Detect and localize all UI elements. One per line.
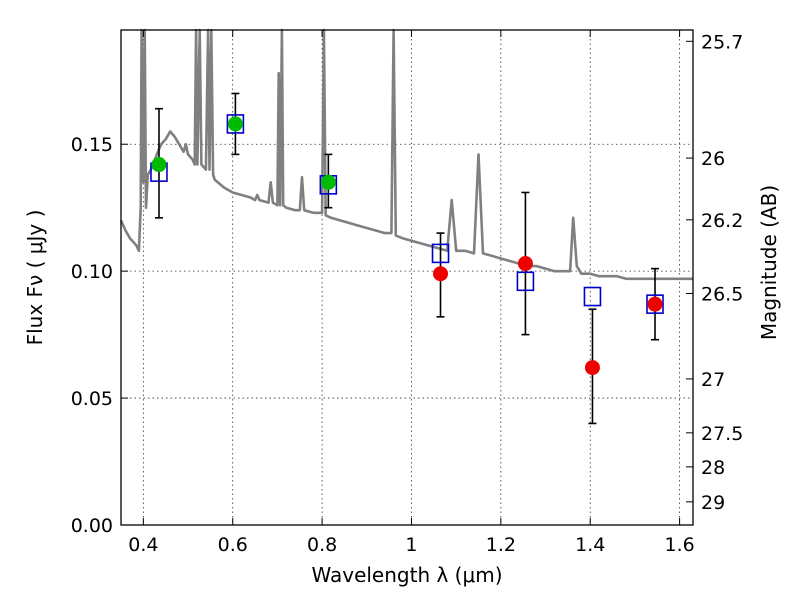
observed-flux-point: [517, 256, 533, 272]
model-flux-box: [516, 271, 535, 292]
x-tick-label: 0.8: [307, 534, 337, 556]
x-tick-label: 1.2: [486, 534, 516, 556]
y2-tick-label: 29: [701, 492, 725, 514]
x-tick-label: 1.6: [664, 534, 694, 556]
observed-flux-point: [320, 174, 336, 190]
y-tick-label: 0.05: [71, 388, 113, 410]
x-tick-label: 0.6: [218, 534, 248, 556]
model-spectrum: [119, 28, 693, 281]
x-tick-label: 0.4: [128, 534, 158, 556]
model-flux-box: [646, 294, 664, 314]
model-flux-box: [583, 286, 602, 307]
y2-tick-label: 26: [701, 148, 725, 170]
model-spectrum-line: [119, 28, 693, 281]
observed-flux-point: [584, 360, 600, 376]
x-axis-label: Wavelength λ (μm): [311, 563, 502, 587]
observed-flux-point: [647, 296, 663, 312]
y-axis-label: Flux Fν ( μJy ): [23, 210, 47, 346]
y2-tick-label: 28: [701, 457, 725, 479]
x-tick-label: 1.4: [575, 534, 605, 556]
observed-flux-point: [433, 266, 449, 282]
y-tick-label: 0.15: [71, 134, 113, 156]
y2-tick-label: 27: [701, 369, 725, 391]
y-tick-label: 0.00: [71, 515, 113, 537]
y2-tick-label: 25.7: [701, 31, 743, 53]
data-points: [150, 92, 664, 425]
x-tick-label: 1: [405, 534, 417, 556]
y-tick-label: 0.10: [71, 261, 113, 283]
y2-tick-label: 26.5: [701, 283, 743, 305]
plot-frame: [120, 29, 694, 526]
observed-flux-point: [151, 157, 167, 173]
y2-tick-label: 27.5: [701, 423, 743, 445]
y2-axis-label: Magnitude (AB): [757, 185, 781, 340]
axis-ticks: 0.4 0.6 0.8 1 1.2 1.4 1.6 0.00 0.05 0.10 0.15 25.7 2…: [71, 30, 743, 556]
y2-tick-label: 26.2: [701, 210, 743, 232]
model-flux-box: [431, 243, 450, 264]
model-flux-box: [226, 114, 245, 134]
observed-flux-point: [227, 116, 243, 132]
